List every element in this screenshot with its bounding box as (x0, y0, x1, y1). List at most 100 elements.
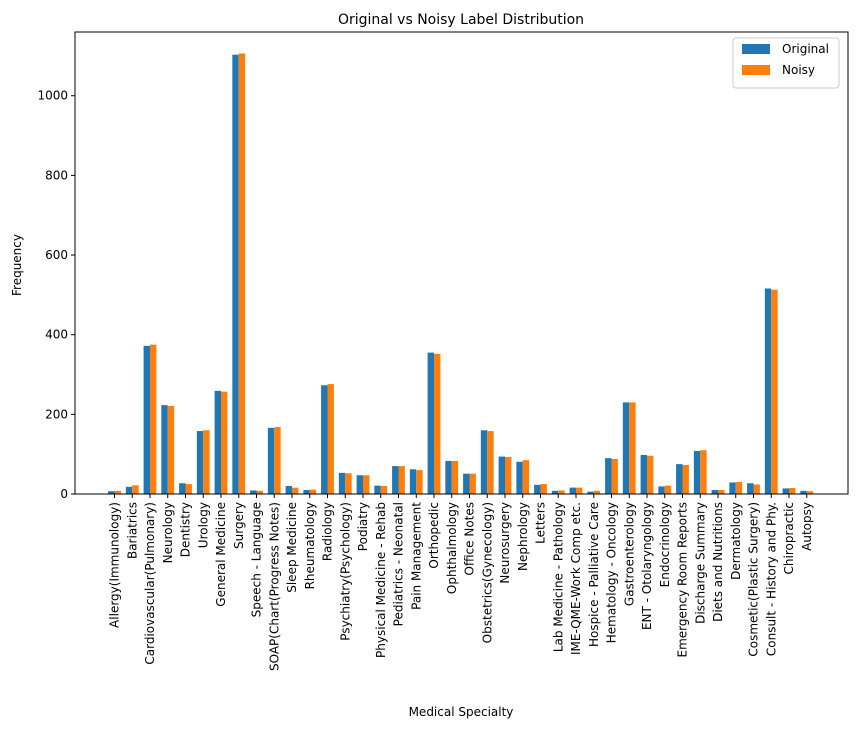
bar-noisy-14 (363, 475, 370, 494)
legend-swatch-noisy (742, 65, 770, 75)
bar-noisy-4 (185, 484, 192, 494)
bar-original-37 (764, 288, 772, 494)
x-tick-label: ENT - Otolaryngology (640, 502, 654, 630)
x-tick-label: Nephrology (516, 502, 530, 571)
x-tick-label: Allergy(Immunology) (108, 502, 122, 628)
x-tick-label: IME-QME-Work Comp etc. (569, 502, 583, 655)
y-axis-label: Frequency (10, 234, 24, 296)
bar-original-24 (534, 484, 541, 494)
bar-original-17 (409, 469, 417, 494)
x-tick-label: Emergency Room Reports (676, 502, 690, 658)
bar-noisy-6 (221, 391, 228, 494)
bar-noisy-23 (522, 460, 530, 494)
bar-original-39 (800, 490, 807, 494)
bar-noisy-1 (132, 485, 139, 494)
x-tick-label: Rheumatology (303, 502, 317, 589)
x-tick-label: Endocrinology (658, 502, 672, 587)
bar-original-13 (338, 472, 346, 494)
x-tick-label: Neurology (161, 502, 175, 563)
bar-original-1 (125, 486, 133, 494)
x-tick-label: Dermatology (729, 502, 743, 580)
x-tick-label: Sleep Medicine (285, 502, 299, 593)
bar-noisy-9 (274, 427, 281, 494)
bar-noisy-30 (647, 455, 654, 494)
bar-original-26 (569, 487, 576, 494)
x-tick-label: Obstetrics(Gynecology) (480, 502, 494, 643)
bar-noisy-21 (487, 431, 494, 494)
bar-original-10 (285, 486, 292, 494)
bar-noisy-10 (292, 487, 299, 494)
y-tick-label: 200 (45, 407, 68, 421)
x-tick-label: Orthopedic (427, 502, 441, 569)
x-tick-label: Autopsy (800, 502, 814, 551)
bar-noisy-12 (327, 384, 334, 494)
bar-original-19 (445, 460, 452, 494)
x-tick-label: Physical Medicine - Rehab (374, 502, 388, 658)
bar-noisy-35 (735, 482, 743, 494)
bar-noisy-31 (664, 485, 672, 494)
bar-original-34 (711, 490, 718, 494)
bar-noisy-22 (505, 456, 512, 494)
legend: Original Noisy (732, 37, 840, 89)
y-tick-label: 800 (45, 168, 68, 182)
bar-original-0 (108, 491, 115, 494)
bar-original-23 (516, 461, 523, 494)
bar-original-14 (356, 475, 363, 494)
bar-original-2 (143, 345, 150, 494)
x-tick-label: General Medicine (214, 502, 228, 607)
bar-noisy-20 (469, 473, 476, 494)
bar-noisy-15 (380, 486, 388, 494)
x-tick-label: Hospice - Palliative Care (587, 502, 601, 647)
y-tick-label: 1000 (37, 89, 68, 103)
bar-noisy-17 (416, 470, 423, 494)
bar-noisy-27 (593, 490, 601, 494)
bar-original-22 (498, 456, 505, 494)
bar-original-32 (676, 464, 683, 494)
x-tick-label: Gastroenterology (622, 502, 636, 606)
bar-noisy-19 (451, 460, 459, 494)
x-tick-label: Discharge Summary (693, 502, 707, 624)
bar-noisy-36 (753, 484, 760, 494)
chart-title: Original vs Noisy Label Distribution (338, 12, 584, 28)
x-tick-label: Hematology - Oncology (605, 502, 619, 643)
y-tick-label: 600 (45, 248, 68, 262)
bar-noisy-16 (398, 466, 405, 494)
bar-noisy-32 (682, 464, 689, 494)
x-tick-label: Speech - Language (250, 502, 264, 617)
bar-noisy-8 (256, 490, 263, 494)
bar-noisy-7 (238, 53, 246, 494)
bar-original-36 (747, 483, 754, 494)
x-tick-label: Urology (196, 502, 210, 548)
bar-original-20 (463, 473, 470, 494)
bar-noisy-5 (203, 430, 210, 494)
bar-noisy-0 (114, 490, 121, 494)
bar-original-7 (232, 54, 239, 494)
x-tick-label: SOAP(Chart(Progress Notes) (267, 502, 281, 671)
x-tick-label: Diets and Nutritions (711, 502, 725, 622)
bar-noisy-33 (700, 450, 707, 494)
bar-original-25 (551, 490, 559, 494)
legend-label-noisy: Noisy (782, 63, 815, 77)
bar-noisy-29 (629, 402, 636, 494)
bar-noisy-18 (434, 353, 441, 494)
bar-original-6 (214, 390, 221, 494)
bar-noisy-28 (611, 458, 618, 494)
bar-original-8 (250, 490, 257, 494)
bar-original-33 (693, 450, 701, 494)
bar-noisy-37 (771, 289, 778, 494)
x-tick-label: Cosmetic(Plastic Surgery) (747, 502, 761, 657)
plot-area: 0 200 400 600 800 1000 Allergy(Immunology) Bari… (37, 31, 849, 671)
bar-original-16 (392, 466, 399, 494)
x-tick-label: Dentistry (179, 502, 193, 557)
x-tick-label: Office Notes (463, 502, 477, 576)
bar-noisy-25 (558, 490, 565, 494)
bar-noisy-13 (345, 473, 352, 494)
bar-noisy-11 (309, 489, 317, 494)
bar-original-31 (658, 486, 665, 494)
bar-original-38 (782, 488, 789, 494)
x-tick-label: Letters (534, 502, 548, 544)
bar-noisy-24 (540, 484, 547, 494)
bar-original-5 (196, 431, 204, 494)
bar-noisy-3 (167, 405, 175, 494)
x-tick-label: Pediatrics - Neonatal (392, 502, 406, 626)
